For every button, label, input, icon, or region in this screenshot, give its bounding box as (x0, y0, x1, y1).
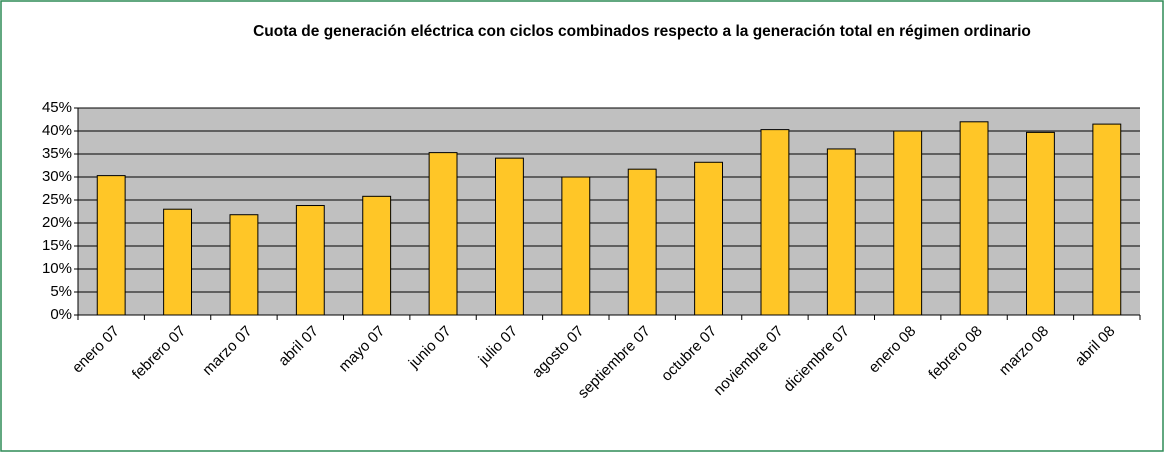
bar (760, 129, 790, 316)
y-tick-label: 10% (42, 260, 72, 277)
bar (1092, 123, 1122, 316)
bar (428, 152, 458, 316)
y-tick-label: 30% (42, 168, 72, 185)
bar (295, 205, 325, 316)
y-tick-label: 35% (42, 145, 72, 162)
bar (229, 214, 259, 316)
y-tick-label: 5% (50, 283, 72, 300)
bar (959, 121, 989, 316)
y-tick-label: 20% (42, 214, 72, 231)
bar (163, 208, 193, 316)
y-tick-label: 15% (42, 237, 72, 254)
y-tick-label: 45% (42, 99, 72, 116)
bar (627, 168, 657, 316)
bar (561, 176, 591, 316)
bar (826, 148, 856, 316)
bar (362, 195, 392, 316)
bar (694, 161, 724, 316)
chart-title: Cuota de generación eléctrica con ciclos… (253, 23, 1031, 40)
bar (893, 130, 923, 316)
y-tick-label: 25% (42, 191, 72, 208)
y-tick-label: 0% (50, 306, 72, 323)
y-tick-label: 40% (42, 122, 72, 139)
bar (494, 157, 524, 316)
bar (1025, 131, 1055, 316)
bar (96, 175, 126, 316)
